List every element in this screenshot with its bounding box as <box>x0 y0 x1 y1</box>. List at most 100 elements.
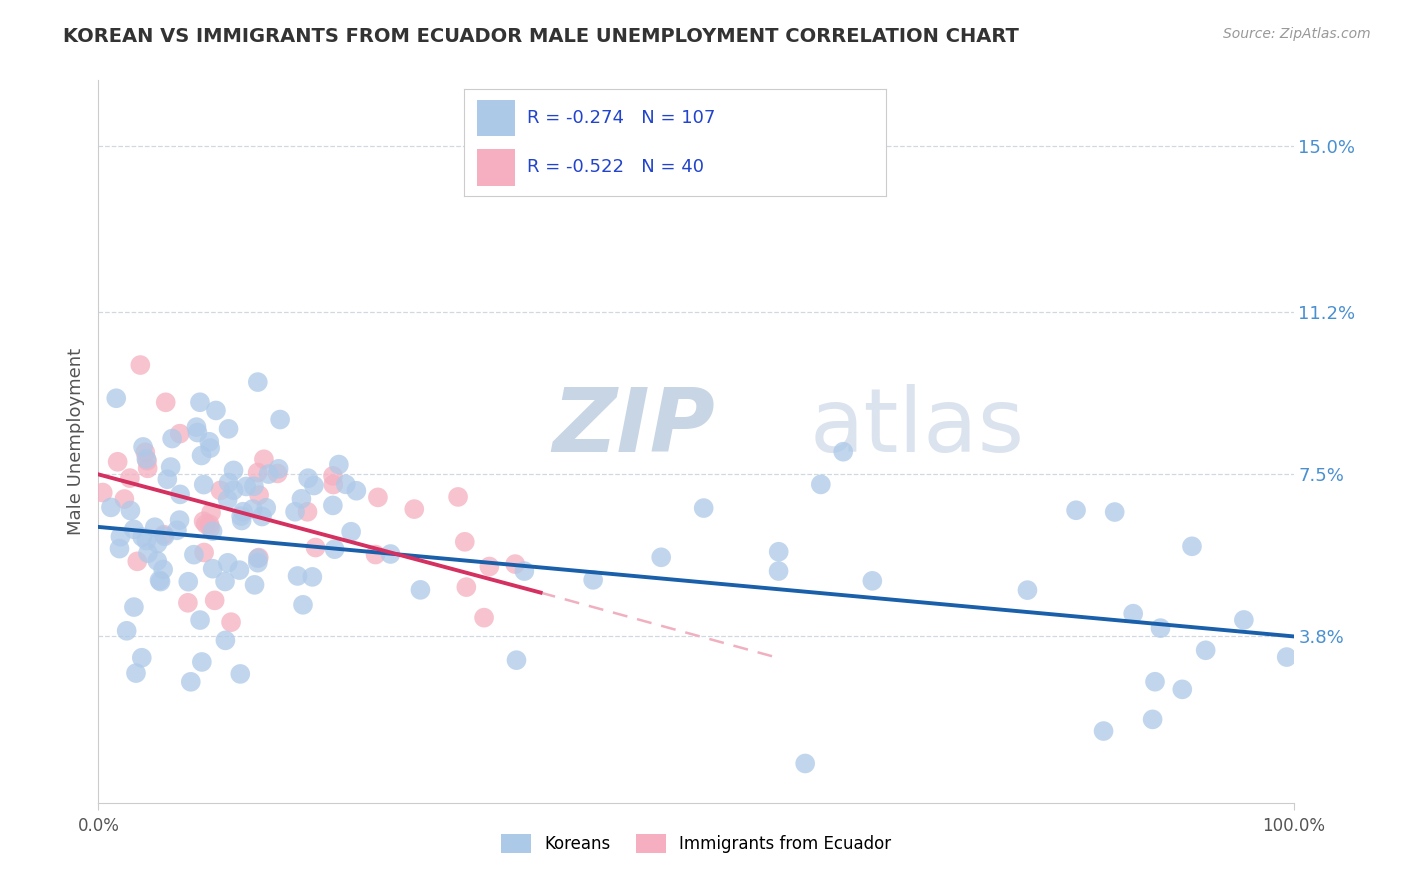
Point <box>120 503 142 517</box>
Point <box>122 522 145 536</box>
Point <box>118 471 141 485</box>
Point <box>108 541 131 556</box>
Point <box>794 756 817 771</box>
Point <box>105 391 128 405</box>
Point <box>267 462 290 476</box>
Point <box>247 550 270 565</box>
Point <box>135 452 157 467</box>
Point <box>257 467 280 482</box>
Point <box>134 445 156 459</box>
Point <box>1195 643 1218 657</box>
Point <box>219 615 242 629</box>
Point <box>1092 724 1115 739</box>
Point <box>169 487 191 501</box>
Point <box>193 545 215 559</box>
Point <box>1104 505 1126 519</box>
FancyBboxPatch shape <box>477 149 515 186</box>
Point <box>409 582 432 597</box>
Point <box>136 461 159 475</box>
Legend: Koreans, Immigrants from Ecuador: Koreans, Immigrants from Ecuador <box>495 827 897 860</box>
Point <box>125 666 148 681</box>
Point <box>246 375 269 389</box>
Point <box>217 556 239 570</box>
Point <box>127 554 149 568</box>
Point <box>340 524 363 539</box>
Point <box>110 530 132 544</box>
Point <box>513 564 536 578</box>
Point <box>503 557 526 571</box>
Point <box>188 395 211 409</box>
Point <box>135 533 157 548</box>
Point <box>159 460 181 475</box>
Point <box>768 564 790 578</box>
Point <box>149 574 172 589</box>
Point <box>198 517 221 532</box>
Point <box>297 505 319 519</box>
Point <box>367 491 389 505</box>
Point <box>472 610 495 624</box>
Point <box>169 513 191 527</box>
Point <box>188 613 211 627</box>
Point <box>692 501 714 516</box>
Point <box>505 653 527 667</box>
Point <box>218 422 240 436</box>
Point <box>287 569 309 583</box>
Point <box>246 556 269 570</box>
Point <box>456 580 478 594</box>
Point <box>193 514 215 528</box>
Point <box>832 444 855 458</box>
Point <box>193 477 215 491</box>
Point <box>1233 613 1256 627</box>
Point <box>404 502 426 516</box>
Point <box>810 477 832 491</box>
Point <box>183 548 205 562</box>
Point <box>250 509 273 524</box>
Text: Source: ZipAtlas.com: Source: ZipAtlas.com <box>1223 27 1371 41</box>
Point <box>478 559 501 574</box>
Point <box>768 545 790 559</box>
Point <box>146 554 169 568</box>
Point <box>107 455 129 469</box>
Text: ZIP: ZIP <box>553 384 716 471</box>
Point <box>284 505 307 519</box>
Y-axis label: Male Unemployment: Male Unemployment <box>66 348 84 535</box>
Point <box>152 562 174 576</box>
Point <box>190 449 212 463</box>
Point <box>186 425 208 440</box>
Point <box>155 395 177 409</box>
Point <box>1171 682 1194 697</box>
Point <box>344 483 367 498</box>
Point <box>217 492 239 507</box>
Point <box>177 574 200 589</box>
Point <box>222 463 245 477</box>
Point <box>143 520 166 534</box>
Point <box>1142 712 1164 726</box>
Point <box>1143 674 1166 689</box>
Point <box>122 600 145 615</box>
Point <box>229 509 252 524</box>
Point <box>177 596 200 610</box>
Point <box>198 434 221 449</box>
Point <box>380 547 402 561</box>
Point <box>322 468 344 483</box>
Text: R = -0.522   N = 40: R = -0.522 N = 40 <box>527 159 704 177</box>
Text: KOREAN VS IMMIGRANTS FROM ECUADOR MALE UNEMPLOYMENT CORRELATION CHART: KOREAN VS IMMIGRANTS FROM ECUADOR MALE U… <box>63 27 1019 45</box>
Point <box>132 440 155 454</box>
Point <box>205 403 228 417</box>
Text: R = -0.274   N = 107: R = -0.274 N = 107 <box>527 109 716 127</box>
Point <box>322 499 344 513</box>
Point <box>228 563 250 577</box>
Point <box>209 483 232 498</box>
Point <box>297 471 319 485</box>
Point <box>335 477 357 491</box>
Point <box>136 546 159 560</box>
Point <box>180 674 202 689</box>
Point <box>198 441 221 455</box>
Point <box>214 633 236 648</box>
Point <box>169 426 191 441</box>
Point <box>218 475 240 490</box>
Point <box>160 432 183 446</box>
Point <box>650 550 672 565</box>
Point <box>136 454 159 468</box>
Point <box>242 502 264 516</box>
